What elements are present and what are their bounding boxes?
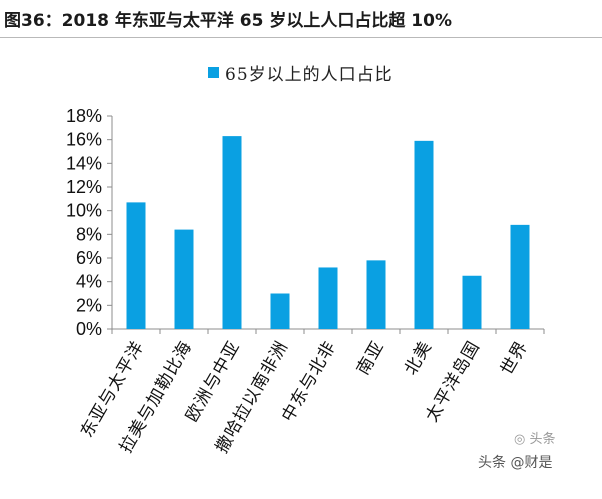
y-tick-label: 0% [76,319,102,339]
chart-title: 图36：2018 年东亚与太平洋 65 岁以上人口占比超 10% [4,11,452,31]
x-tick-label: 南亚 [353,338,388,379]
legend-label: 65岁以上的人口占比 [225,64,393,85]
y-tick-label: 18% [66,106,102,126]
bar [414,140,434,329]
legend: 65岁以上的人口占比 [208,60,393,85]
bar [318,267,338,329]
bar [270,293,290,329]
y-tick-label: 12% [66,177,102,197]
bar [366,260,386,329]
bar [222,136,242,329]
wechat-icon: ◎ 头条 [514,432,556,447]
title-divider [0,37,602,38]
y-tick-label: 14% [66,153,102,173]
y-tick-label: 2% [76,295,102,315]
bar [174,229,194,329]
y-tick-label: 8% [76,224,102,244]
y-tick-label: 10% [66,201,102,221]
bar [462,275,482,329]
y-tick-label: 4% [76,272,102,292]
y-tick-label: 16% [66,130,102,150]
watermark: 头条 @财是 [478,455,553,471]
x-tick-label: 北美 [401,338,436,379]
bar [126,202,146,329]
legend-swatch [208,66,219,78]
x-tick-label: 世界 [497,338,532,379]
y-tick-label: 6% [76,248,102,268]
bar [510,224,530,329]
